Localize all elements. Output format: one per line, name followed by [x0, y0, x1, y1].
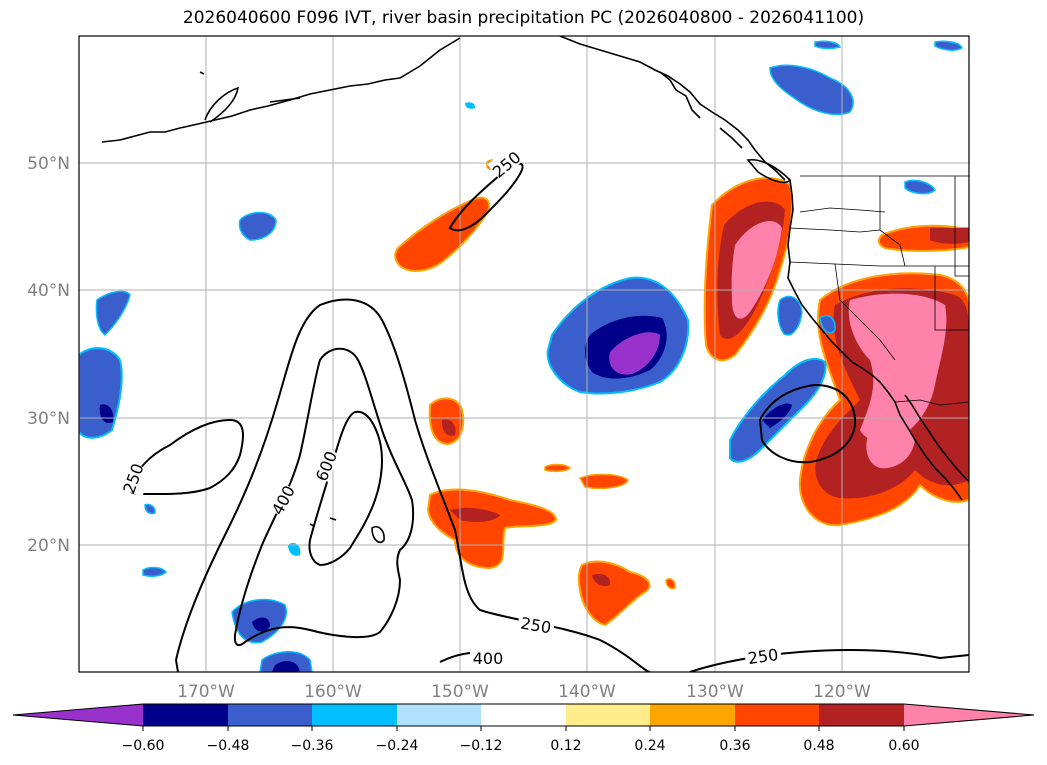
map-area: 250 250 250 250 400 400 600 [79, 36, 969, 672]
colorbar-tick-7: 0.24 [634, 738, 665, 754]
longitude-labels: 170°W 160°W 150°W 140°W 130°W 120°W [177, 682, 871, 702]
colorbar-tick-6: 0.12 [550, 738, 581, 754]
colorbar-tick-1: −0.60 [122, 738, 165, 754]
colorbar-tick-9: 0.48 [803, 738, 834, 754]
lon-label-130w: 130°W [686, 682, 744, 702]
lat-label-30n: 30°N [27, 409, 70, 429]
lon-label-170w: 170°W [177, 682, 235, 702]
colorbar-segment-2 [228, 704, 312, 726]
map-frame [78, 35, 970, 673]
colorbar-segment-5 [481, 704, 566, 726]
colorbar-segment-8 [735, 704, 819, 726]
colorbar-tick-4: −0.24 [376, 738, 419, 754]
positive-region-north-pacific [394, 196, 491, 272]
contour-label-400-south: 400 [473, 649, 504, 668]
contour-labels: 250 250 250 250 400 400 600 [112, 145, 782, 668]
lon-label-140w: 140°W [558, 682, 616, 702]
colorbar-segment-1 [143, 704, 228, 726]
lat-label-20n: 20°N [27, 536, 70, 556]
colorbar-extend-low [13, 704, 143, 726]
colorbar-segment-3 [312, 704, 397, 726]
colorbar-segment-4 [397, 704, 481, 726]
gridlines [79, 36, 969, 672]
colorbar-extend-high [904, 704, 1034, 726]
lon-label-150w: 150°W [431, 682, 489, 702]
colorbar-segment-6 [566, 704, 650, 726]
colorbar-tick-5: −0.12 [460, 738, 503, 754]
colorbar: −0.60 −0.48 −0.36 −0.24 −0.12 0.12 0.24 … [12, 703, 1035, 754]
colorbar-segment-9 [819, 704, 904, 726]
colorbar-tick-2: −0.48 [207, 738, 250, 754]
colorbar-segment-7 [650, 704, 735, 726]
lon-label-120w: 120°W [813, 682, 871, 702]
lat-label-40n: 40°N [27, 281, 70, 301]
colorbar-tick-3: −0.36 [291, 738, 334, 754]
contour-label-250-east: 250 [747, 645, 780, 668]
lon-label-160w: 160°W [304, 682, 362, 702]
map-title: 2026040600 F096 IVT, river basin precipi… [182, 8, 865, 28]
colorbar-tick-10: 0.60 [888, 738, 919, 754]
political-borders [789, 175, 969, 406]
latitude-labels: 50°N 40°N 30°N 20°N [27, 154, 70, 556]
lat-label-50n: 50°N [27, 154, 70, 174]
colorbar-tick-8: 0.36 [719, 738, 750, 754]
